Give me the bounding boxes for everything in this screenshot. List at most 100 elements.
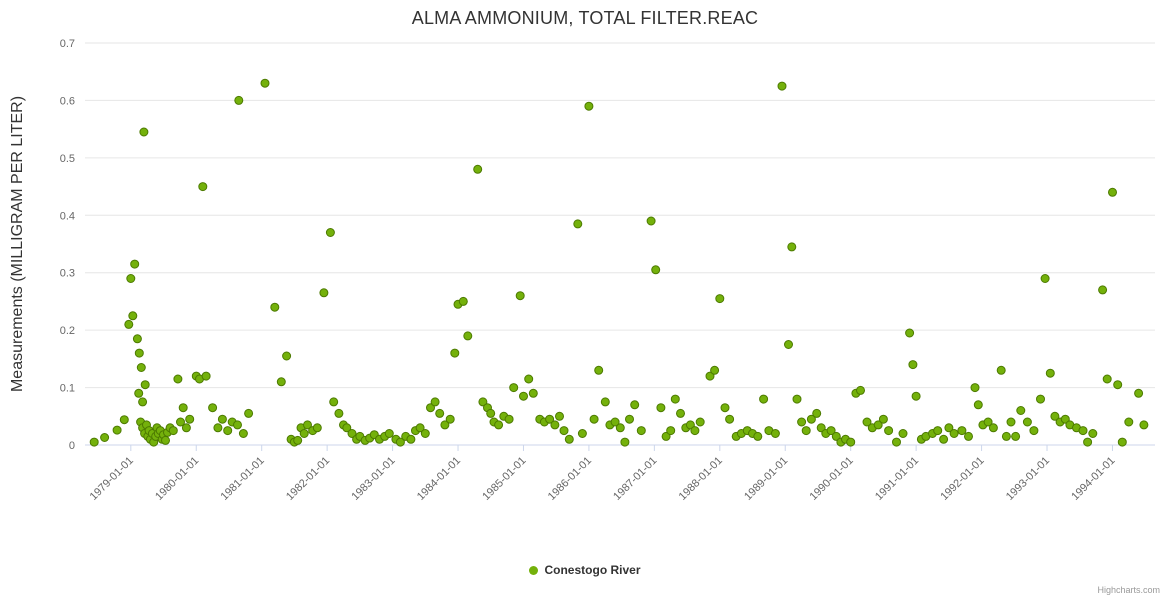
data-point[interactable]: [329, 397, 339, 407]
data-point[interactable]: [1001, 431, 1011, 441]
data-point[interactable]: [577, 429, 587, 438]
data-point[interactable]: [826, 426, 836, 436]
data-point[interactable]: [620, 437, 630, 447]
data-point[interactable]: [136, 363, 146, 372]
data-point[interactable]: [884, 426, 894, 436]
data-point[interactable]: [646, 216, 656, 226]
data-point[interactable]: [524, 374, 534, 384]
data-point[interactable]: [801, 426, 811, 436]
data-point[interactable]: [325, 228, 335, 237]
data-point[interactable]: [342, 423, 352, 433]
data-point[interactable]: [656, 403, 666, 413]
data-point[interactable]: [1083, 437, 1093, 447]
data-point[interactable]: [504, 414, 514, 424]
data-point[interactable]: [615, 423, 625, 433]
data-point[interactable]: [973, 400, 983, 410]
data-point[interactable]: [892, 437, 901, 447]
data-point[interactable]: [450, 348, 460, 358]
data-point[interactable]: [233, 420, 242, 430]
data-point[interactable]: [873, 420, 883, 430]
data-point[interactable]: [898, 429, 908, 438]
data-point[interactable]: [753, 431, 763, 441]
data-point[interactable]: [201, 371, 211, 381]
data-point[interactable]: [347, 429, 357, 438]
data-point[interactable]: [759, 394, 769, 404]
data-point[interactable]: [666, 426, 676, 436]
data-point[interactable]: [670, 394, 680, 404]
highcharts-credits-link[interactable]: Highcharts.com: [1097, 585, 1160, 595]
data-point[interactable]: [282, 351, 292, 361]
data-point[interactable]: [862, 417, 872, 427]
data-point[interactable]: [519, 391, 528, 401]
data-point[interactable]: [244, 408, 254, 418]
data-point[interactable]: [128, 311, 138, 321]
data-point[interactable]: [831, 431, 841, 441]
data-point[interactable]: [957, 426, 967, 436]
data-point[interactable]: [168, 426, 178, 436]
data-point[interactable]: [1006, 417, 1016, 427]
data-point[interactable]: [564, 434, 574, 444]
data-point[interactable]: [176, 417, 185, 427]
data-point[interactable]: [119, 415, 129, 425]
data-point[interactable]: [140, 380, 150, 390]
data-point[interactable]: [784, 340, 793, 349]
data-point[interactable]: [89, 437, 99, 447]
data-point[interactable]: [440, 420, 450, 430]
data-point[interactable]: [138, 397, 148, 407]
data-point[interactable]: [573, 219, 583, 229]
data-point[interactable]: [178, 403, 188, 413]
data-point[interactable]: [908, 360, 918, 370]
data-point[interactable]: [584, 101, 594, 111]
data-point[interactable]: [1016, 406, 1026, 415]
data-point[interactable]: [478, 397, 488, 407]
data-point[interactable]: [797, 417, 807, 427]
data-point[interactable]: [234, 95, 244, 105]
data-point[interactable]: [846, 437, 856, 447]
data-point[interactable]: [458, 296, 468, 306]
data-point[interactable]: [238, 429, 248, 438]
data-point[interactable]: [528, 388, 538, 398]
data-point[interactable]: [435, 408, 445, 418]
data-point[interactable]: [303, 420, 312, 430]
data-point[interactable]: [1022, 417, 1032, 427]
data-point[interactable]: [270, 302, 280, 312]
data-point[interactable]: [161, 435, 170, 445]
data-point[interactable]: [208, 403, 218, 413]
data-point[interactable]: [1036, 394, 1045, 404]
data-point[interactable]: [299, 429, 309, 438]
data-point[interactable]: [710, 365, 720, 375]
data-point[interactable]: [1117, 437, 1127, 447]
data-point[interactable]: [705, 371, 715, 381]
data-point[interactable]: [1088, 429, 1098, 438]
data-point[interactable]: [550, 420, 560, 430]
data-point[interactable]: [1045, 368, 1055, 378]
data-point[interactable]: [112, 425, 122, 435]
data-point[interactable]: [213, 423, 223, 433]
data-point[interactable]: [223, 426, 233, 436]
data-point[interactable]: [983, 417, 993, 427]
data-point[interactable]: [949, 429, 959, 438]
data-point[interactable]: [856, 385, 865, 395]
data-point[interactable]: [415, 423, 425, 433]
data-point[interactable]: [905, 328, 915, 338]
data-point[interactable]: [600, 397, 610, 407]
data-point[interactable]: [1108, 187, 1117, 197]
data-point[interactable]: [334, 408, 344, 418]
data-point[interactable]: [939, 434, 949, 444]
data-point[interactable]: [384, 429, 394, 438]
data-point[interactable]: [715, 294, 725, 304]
data-point[interactable]: [970, 383, 980, 393]
data-point[interactable]: [515, 291, 525, 301]
data-point[interactable]: [770, 429, 780, 438]
data-point[interactable]: [1102, 374, 1112, 384]
data-point[interactable]: [130, 259, 140, 269]
data-point[interactable]: [420, 429, 430, 438]
data-point[interactable]: [806, 414, 816, 424]
data-point[interactable]: [1011, 431, 1021, 441]
data-point[interactable]: [933, 426, 943, 436]
data-point[interactable]: [132, 334, 142, 344]
data-point[interactable]: [260, 78, 270, 88]
data-point[interactable]: [1029, 426, 1039, 436]
data-point[interactable]: [139, 127, 149, 137]
data-point[interactable]: [878, 414, 888, 424]
